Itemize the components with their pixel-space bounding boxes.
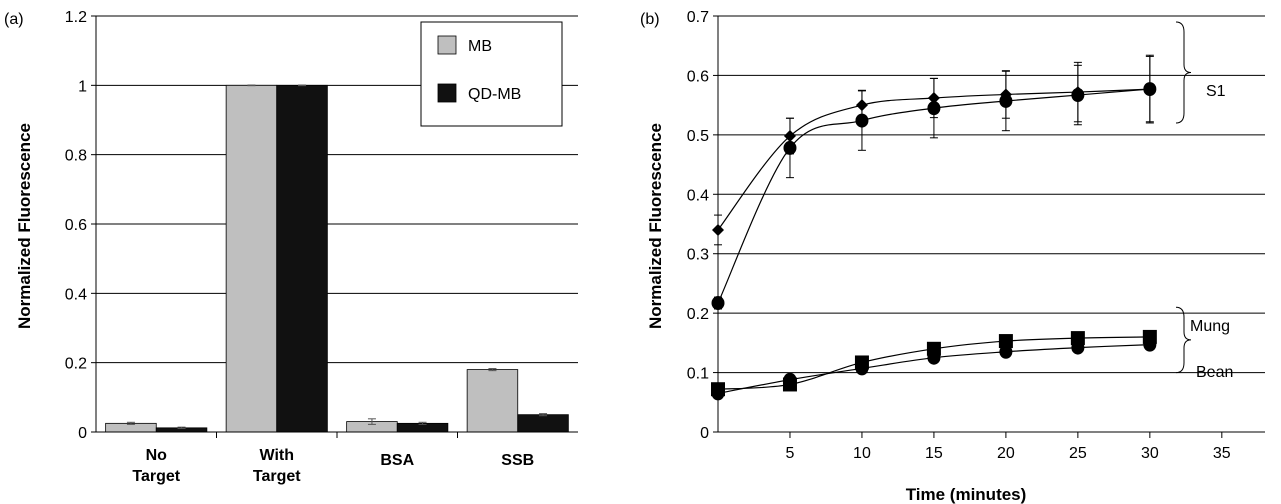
annotation-mung: Mung [1190, 318, 1230, 335]
y-tick-label: 0.7 [687, 9, 709, 26]
y-tick-label: 0.6 [687, 68, 709, 85]
y-tick-label: 1 [78, 78, 87, 95]
bar [277, 85, 328, 432]
y-tick-label: 0 [700, 425, 709, 442]
data-point-circle [1143, 82, 1156, 96]
y-tick-label: 0.1 [687, 366, 709, 383]
x-tick-label: 5 [786, 445, 795, 462]
panel-label-b: (b) [640, 11, 660, 28]
legend-swatch-qdmb [438, 84, 456, 102]
data-point-circle [999, 94, 1012, 108]
data-point-diamond [712, 224, 724, 236]
bar [467, 370, 518, 432]
data-point-circle [783, 141, 796, 155]
y-axis-label: Normalized Fluorescence [646, 123, 665, 329]
data-point-circle [712, 386, 725, 400]
y-tick-label: 0.2 [687, 306, 709, 323]
y-axis-label: Normalized Fluorescence [15, 123, 34, 329]
bars [106, 85, 569, 432]
category-label: SSB [501, 452, 534, 469]
x-tick-label: 15 [925, 445, 943, 462]
category-label: BSA [380, 452, 414, 469]
legend-label-mb: MB [468, 38, 492, 55]
y-tick-label: 0.2 [65, 356, 87, 373]
category-label: No [146, 447, 168, 464]
x-tick-label: 20 [997, 445, 1015, 462]
data-point-circle [999, 345, 1012, 359]
bar [518, 415, 569, 432]
x-tick-label: 30 [1141, 445, 1159, 462]
x-tick-labels: 5 10 15 20 25 30 35 [786, 445, 1231, 462]
y-tick-label: 0 [78, 425, 87, 442]
legend-label-qdmb: QD-MB [468, 86, 521, 103]
annotation-s1: S1 [1206, 83, 1226, 100]
x-axis-label: Time (minutes) [906, 485, 1027, 504]
category-label: Target [132, 468, 180, 485]
gridlines [713, 16, 1265, 438]
x-tick-label: 25 [1069, 445, 1087, 462]
y-tick-label: 0.8 [65, 148, 87, 165]
category-label: Target [253, 468, 301, 485]
data-point-circle [855, 114, 868, 128]
legend: MB QD-MB [421, 22, 562, 126]
x-tick-label: 10 [853, 445, 871, 462]
data-point-circle [783, 373, 796, 387]
data-point-circle [927, 351, 940, 365]
data-point-circle [1143, 338, 1156, 352]
category-labels: No Target With Target BSA SSB [132, 447, 534, 485]
y-tick-label: 0.4 [687, 187, 709, 204]
data-point-circle [855, 361, 868, 375]
bar-chart-panel: (a) Normalized Fluorescence 0 0.2 0.4 0.6 0.… [4, 9, 578, 485]
panel-label-a: (a) [4, 11, 24, 28]
y-tick-label: 0.5 [687, 128, 709, 145]
y-tick-label: 0.6 [65, 217, 87, 234]
data-point-circle [1071, 341, 1084, 355]
y-tick-labels: 0 0.2 0.4 0.6 0.8 1 1.2 [65, 9, 87, 442]
annotation-bean: Bean [1196, 364, 1233, 381]
data-point-circle [712, 296, 725, 310]
data-point-diamond [856, 99, 868, 111]
data-point-circle [1071, 88, 1084, 102]
x-tick-label: 35 [1213, 445, 1231, 462]
category-label: With [259, 447, 294, 464]
y-tick-label: 0.3 [687, 247, 709, 264]
brace-s1 [1176, 22, 1191, 123]
brace-mung-bean [1176, 307, 1191, 372]
bar [226, 85, 277, 432]
y-tick-label: 1.2 [65, 9, 87, 26]
line-chart-panel: (b) Normalized Fluorescence Time (minute… [640, 9, 1265, 504]
legend-swatch-mb [438, 36, 456, 54]
y-tick-label: 0.4 [65, 286, 87, 303]
y-tick-labels: 0 0.1 0.2 0.3 0.4 0.5 0.6 0.7 [687, 9, 709, 442]
data-point-circle [927, 101, 940, 115]
